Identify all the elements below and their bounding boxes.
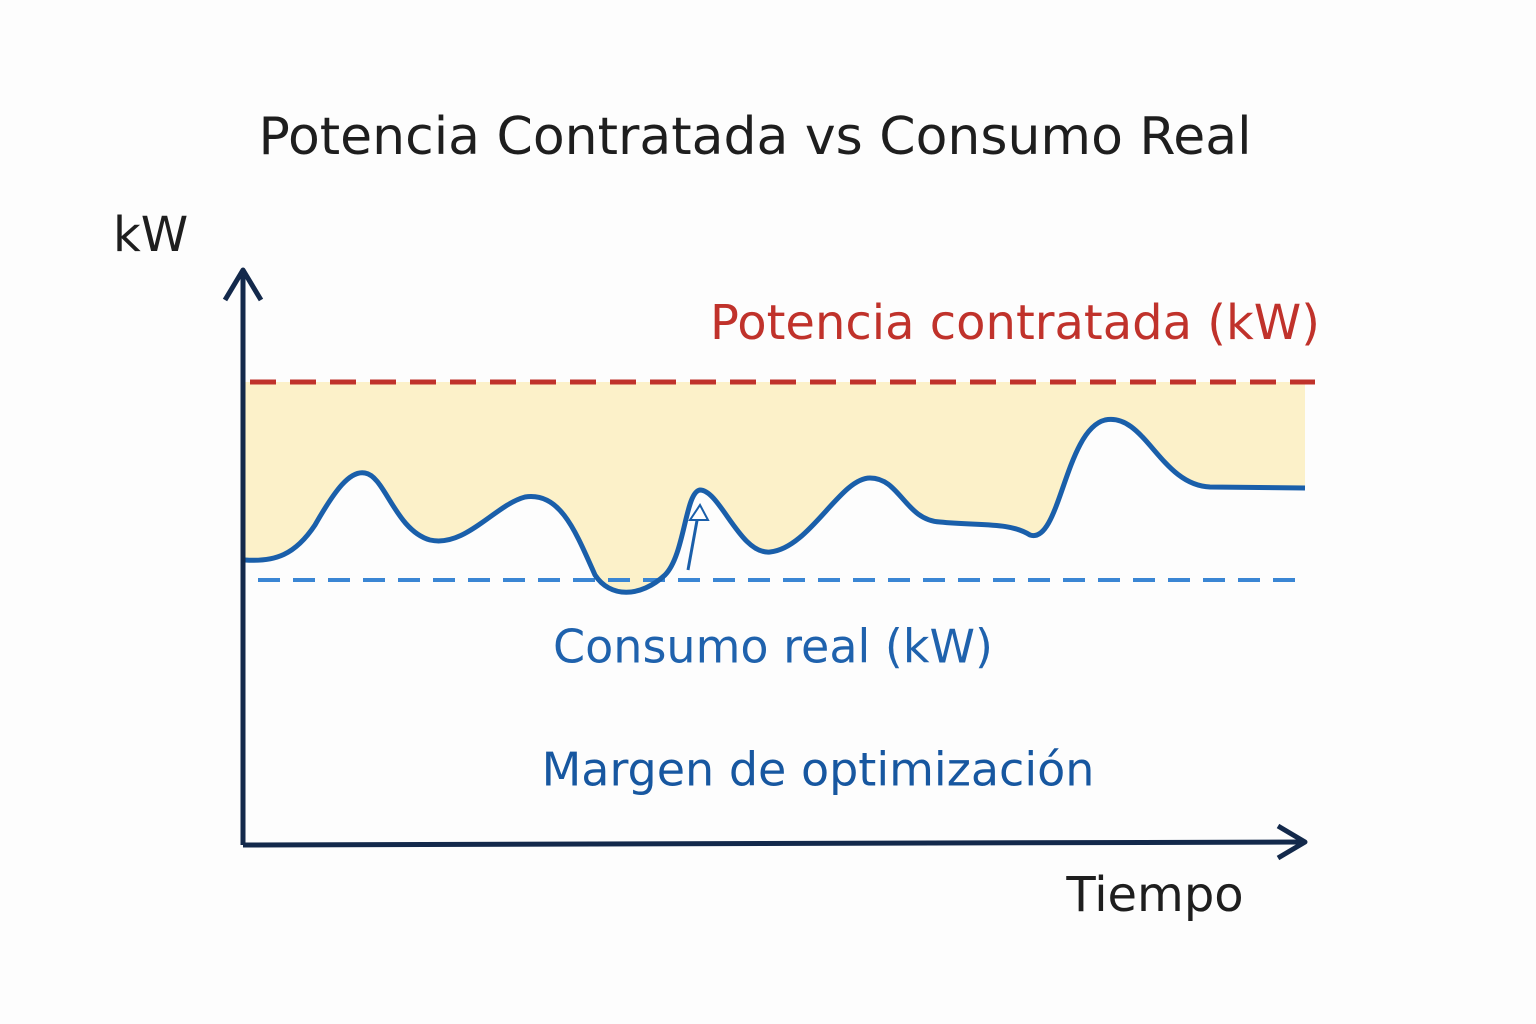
contracted-label: Potencia contratada (kW)	[710, 295, 1320, 351]
margin-label: Margen de optimización	[542, 743, 1095, 797]
y-axis-arrow	[222, 267, 264, 302]
pointer-arrow	[686, 514, 700, 571]
x-axis	[242, 839, 1304, 848]
x-axis-label: Tiempo	[1065, 867, 1243, 923]
consumption-label: Consumo real (kW)	[553, 620, 993, 674]
margin-area	[245, 382, 1305, 593]
title: Potencia Contratada vs Consumo Real	[258, 107, 1251, 167]
x-axis-arrow	[1276, 823, 1308, 861]
y-axis-label: kW	[113, 207, 188, 263]
consumption-curve	[244, 417, 1306, 595]
pointer-arrowhead	[688, 503, 710, 521]
